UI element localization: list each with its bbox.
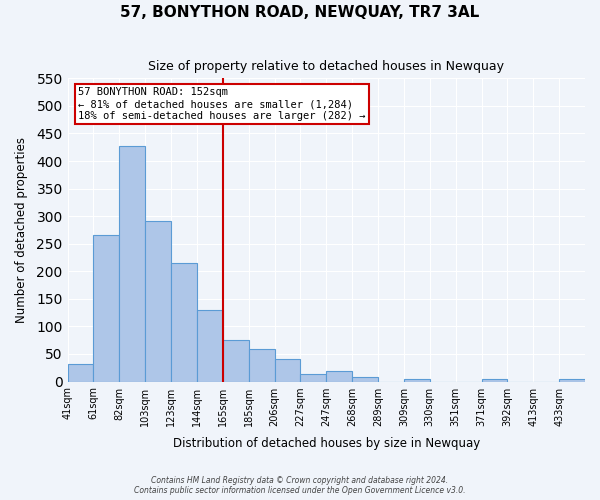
Bar: [352, 376, 378, 382]
Bar: [197, 310, 223, 382]
Title: Size of property relative to detached houses in Newquay: Size of property relative to detached ho…: [148, 60, 504, 73]
Text: 57 BONYTHON ROAD: 152sqm
← 81% of detached houses are smaller (1,284)
18% of sem: 57 BONYTHON ROAD: 152sqm ← 81% of detach…: [78, 88, 365, 120]
Bar: [326, 370, 352, 382]
Bar: [223, 340, 248, 382]
Bar: [68, 364, 94, 382]
X-axis label: Distribution of detached houses by size in Newquay: Distribution of detached houses by size …: [173, 437, 480, 450]
Bar: [248, 349, 275, 382]
Bar: [275, 360, 301, 382]
Bar: [119, 146, 145, 382]
Y-axis label: Number of detached properties: Number of detached properties: [15, 137, 28, 323]
Bar: [301, 374, 326, 382]
Bar: [145, 221, 171, 382]
Text: 57, BONYTHON ROAD, NEWQUAY, TR7 3AL: 57, BONYTHON ROAD, NEWQUAY, TR7 3AL: [121, 5, 479, 20]
Bar: [559, 380, 585, 382]
Bar: [94, 236, 119, 382]
Bar: [404, 380, 430, 382]
Text: Contains HM Land Registry data © Crown copyright and database right 2024.
Contai: Contains HM Land Registry data © Crown c…: [134, 476, 466, 495]
Bar: [482, 379, 508, 382]
Bar: [171, 263, 197, 382]
